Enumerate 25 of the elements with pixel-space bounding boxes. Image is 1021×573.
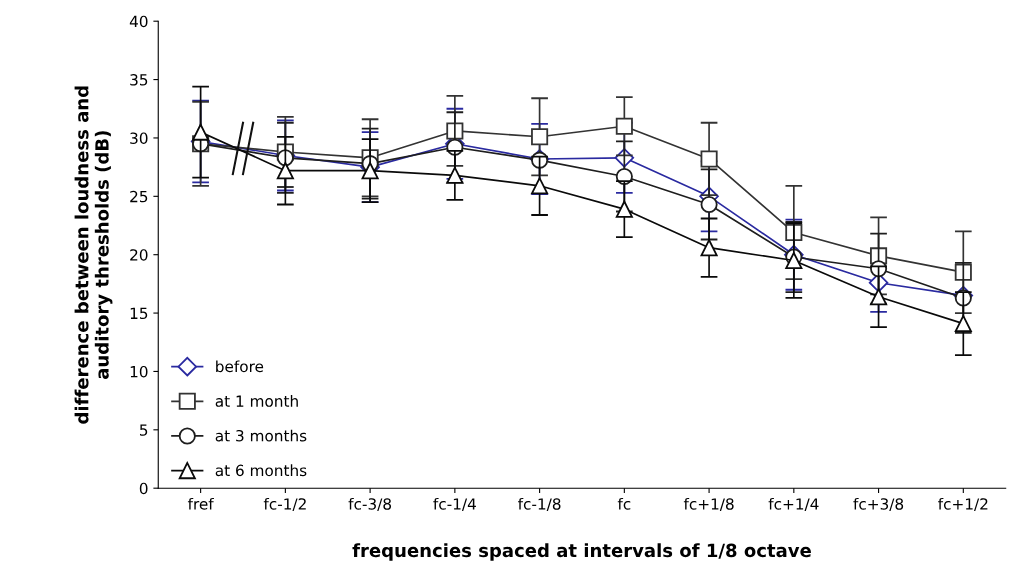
y-tick-label: 0	[139, 482, 148, 495]
y-tick-label: 5	[139, 424, 148, 436]
legend-label: at 3 months	[215, 429, 307, 442]
x-tick-label: fc+1/4	[768, 497, 819, 511]
x-tick-label: fc+1/8	[683, 497, 734, 511]
legend-label: before	[216, 360, 264, 373]
y-axis-title: difference between loudness and auditory thresholds (dB)	[74, 86, 113, 424]
y-tick-label: 20	[130, 249, 148, 261]
y-tick-label: 10	[130, 365, 148, 378]
x-tick-label: fc+1/2	[938, 497, 988, 511]
y-tick-label: 40	[129, 15, 148, 28]
y-tick-label: 30	[130, 132, 148, 144]
x-tick-label: fc+3/8	[853, 497, 904, 511]
y-tick-label: 25	[130, 190, 148, 203]
legend-label: at 1 month	[215, 395, 298, 407]
x-tick-label: fc-1/4	[433, 497, 476, 511]
x-axis-title: frequencies spaced at intervals of 1/8 octave	[352, 543, 811, 561]
x-tick-label: fref	[187, 497, 214, 510]
y-tick-label: 15	[130, 307, 148, 320]
x-tick-label: fc-1/2	[263, 497, 306, 511]
legend-label: at 6 months	[215, 464, 307, 477]
y-tick-label: 35	[130, 74, 148, 86]
x-tick-label: fc	[617, 497, 631, 510]
x-tick-label: fc-3/8	[348, 497, 392, 511]
x-tick-label: fc-1/8	[518, 497, 561, 511]
